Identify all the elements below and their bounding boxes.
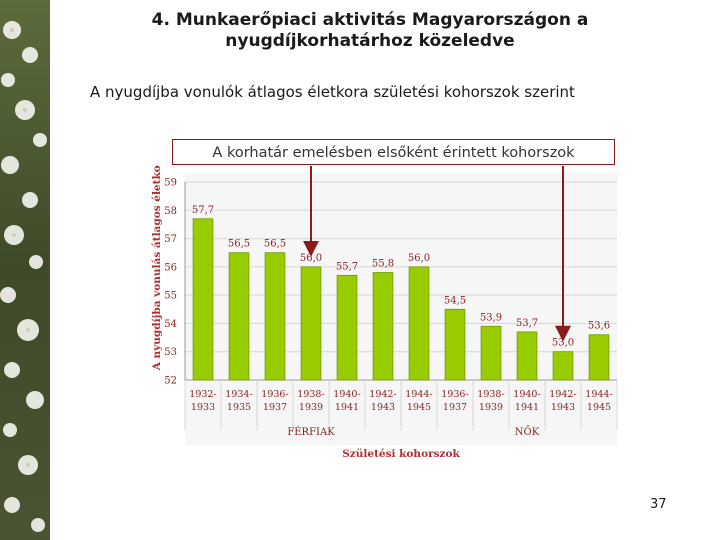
x-tick-label: 1936- — [261, 389, 288, 400]
bar-value-label: 56,0 — [408, 253, 430, 264]
bar-value-label: 55,7 — [336, 261, 358, 272]
x-tick-label: 1944- — [405, 389, 432, 400]
bar — [372, 272, 394, 381]
slide-title: 4. Munkaerőpiaci aktivitás Magyarországo… — [90, 10, 650, 52]
x-tick-label: 1944- — [585, 389, 612, 400]
group-label-men: FÉRFIAK — [287, 426, 335, 438]
bar-value-label: 53,9 — [480, 312, 502, 323]
x-tick-label: 1937 — [443, 402, 467, 413]
x-tick-label: 1938- — [297, 389, 324, 400]
bar — [336, 274, 358, 381]
x-tick-label: 1939 — [299, 402, 323, 413]
bar — [516, 331, 538, 381]
x-tick-label: 1943 — [551, 402, 575, 413]
slide-title-line-1: 4. Munkaerőpiaci aktivitás Magyarországo… — [151, 10, 589, 30]
x-tick-label: 1939 — [479, 402, 503, 413]
bar-value-label: 53,0 — [552, 338, 574, 349]
bar — [444, 308, 466, 381]
bar — [264, 252, 286, 381]
bar-value-label: 56,5 — [228, 239, 250, 250]
x-tick-label: 1942- — [549, 389, 576, 400]
slide-subtitle: A nyugdíjba vonulók átlagos életkora szü… — [90, 83, 575, 101]
bar — [552, 351, 574, 381]
y-tick-label: 55 — [164, 291, 177, 302]
y-tick-label: 53 — [164, 347, 177, 358]
x-tick-label: 1941 — [515, 402, 539, 413]
x-tick-label: 1932- — [189, 389, 216, 400]
chart-x-ticks: 1932- 1933 1934- 1935 1936- 1937 1938- 1939 1940… — [189, 389, 612, 413]
bar — [228, 252, 250, 381]
x-tick-label: 1934- — [225, 389, 252, 400]
x-tick-label: 1941 — [335, 402, 359, 413]
x-tick-label: 1938- — [477, 389, 504, 400]
x-tick-label: 1940- — [333, 389, 360, 400]
x-tick-label: 1943 — [371, 402, 395, 413]
bar-value-label: 54,5 — [444, 295, 466, 306]
bar — [300, 266, 322, 381]
y-tick-label: 56 — [164, 262, 177, 273]
bar — [192, 218, 214, 381]
bar-value-label: 55,8 — [372, 259, 394, 270]
y-tick-label: 52 — [164, 376, 177, 387]
x-axis-label: Születési kohorszok — [342, 448, 460, 460]
page-number: 37 — [650, 497, 667, 512]
y-tick-label: 54 — [164, 319, 177, 330]
bar — [480, 325, 502, 381]
y-tick-label: 59 — [164, 178, 177, 189]
x-tick-label: 1945 — [407, 402, 431, 413]
y-tick-label: 57 — [164, 234, 177, 245]
chart-y-ticks: 52 53 54 55 56 57 58 59 — [164, 178, 177, 387]
side-flower-photo — [0, 0, 50, 540]
x-tick-label: 1942- — [369, 389, 396, 400]
flower-photo-graphic — [0, 0, 50, 540]
bar-value-label: 53,7 — [516, 318, 538, 329]
x-tick-label: 1940- — [513, 389, 540, 400]
y-axis-label: A nyugdíjba vonulás átlagos életkor — [151, 165, 163, 371]
bar-value-label: 53,6 — [588, 321, 610, 332]
bar — [588, 334, 610, 381]
chart-bars — [192, 218, 610, 381]
cohort-age-bar-chart: 57,7 56,5 56,5 56,0 55,7 55,8 56,0 54,5 53,9 53,7… — [151, 165, 618, 460]
chart-group-labels: FÉRFIAK NŐK — [287, 425, 539, 438]
x-tick-label: 1933 — [191, 402, 215, 413]
chart-gridlines — [184, 181, 618, 430]
bar-value-label: 57,7 — [192, 205, 214, 216]
bar-value-label: 56,5 — [264, 239, 286, 250]
callout-box: A korhatár emelésben elsőként érintett k… — [172, 139, 615, 165]
bar-value-label: 56,0 — [300, 253, 322, 264]
bar — [408, 266, 430, 381]
x-tick-label: 1936- — [441, 389, 468, 400]
y-tick-label: 58 — [164, 206, 177, 217]
chart-value-labels: 57,7 56,5 56,5 56,0 55,7 55,8 56,0 54,5 53,9 53,7… — [192, 205, 610, 349]
x-tick-label: 1935 — [227, 402, 251, 413]
x-tick-label: 1937 — [263, 402, 287, 413]
slide-title-line-2: nyugdíjkorhatárhoz közeledve — [225, 31, 515, 51]
x-tick-label: 1945 — [587, 402, 611, 413]
group-label-women: NŐK — [515, 425, 540, 438]
